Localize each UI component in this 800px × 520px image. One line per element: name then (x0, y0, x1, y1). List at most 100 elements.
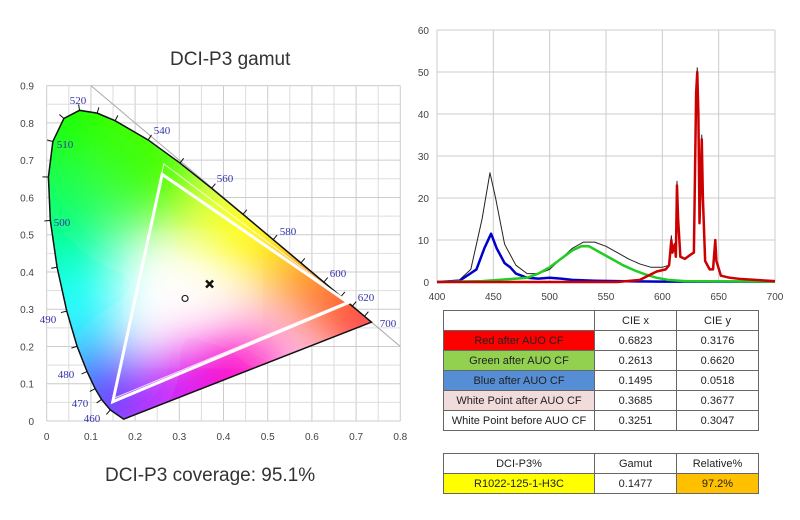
color-blob (320, 275, 410, 365)
locus-tick (82, 372, 88, 374)
wavelength-label: 620 (358, 292, 375, 304)
x-tick-label: 0.4 (217, 432, 231, 443)
locus-tick (106, 410, 110, 414)
cie-x-cell: 0.2613 (595, 351, 677, 371)
y-tick-label: 30 (418, 152, 430, 163)
y-tick-label: 0.7 (20, 156, 34, 167)
x-tick-label: 0 (44, 432, 50, 443)
header-cell: Relative% (677, 454, 759, 474)
wavelength-label: 700 (380, 318, 397, 330)
color-label-cell: Blue after AUO CF (444, 371, 595, 391)
x-tick-label: 650 (710, 292, 727, 300)
relative-cell: 97.2% (677, 474, 759, 494)
locus-tick (243, 210, 247, 215)
y-tick-label: 0.2 (20, 342, 34, 353)
cie-x-cell: 0.3251 (595, 411, 677, 431)
x-tick-label: 450 (485, 292, 502, 300)
color-label-cell: White Point after AUO CF (444, 391, 595, 411)
sample-name-cell: R1022-125-1-H3C (444, 474, 595, 494)
y-tick-label: 10 (418, 236, 430, 247)
x-tick-label: 0.8 (393, 432, 407, 443)
x-tick-label: 0.7 (349, 432, 363, 443)
x-tick-label: 600 (654, 292, 671, 300)
locus-tick (61, 311, 67, 312)
coverage-text: DCI-P3 coverage: 95.1% (105, 465, 315, 487)
color-label-cell: Red after AUO CF (444, 331, 595, 351)
header-cell: CIE y (677, 311, 759, 331)
wavelength-label: 500 (54, 217, 71, 229)
wavelength-label: 460 (84, 413, 101, 425)
cie-x-cell: 0.6823 (595, 331, 677, 351)
cie-chart-title: DCI-P3 gamut (170, 49, 290, 71)
locus-tick (301, 258, 305, 263)
y-tick-label: 0.5 (20, 231, 34, 242)
locus-tick (44, 220, 50, 221)
locus-tick (212, 184, 216, 189)
locus-tick (273, 235, 277, 240)
x-tick-label: 700 (767, 292, 784, 300)
x-tick-label: 0.2 (128, 432, 142, 443)
wavelength-label: 540 (154, 125, 171, 137)
y-tick-label: 0 (423, 278, 429, 289)
wavelength-label: 470 (72, 398, 89, 410)
wavelength-label: 580 (280, 226, 297, 238)
dci-p3-table: DCI-P3% Gamut Relative% R1022-125-1-H3C … (443, 453, 759, 494)
wavelength-label: 560 (217, 173, 234, 185)
y-tick-label: 60 (418, 26, 430, 37)
y-tick-label: 0.6 (20, 193, 34, 204)
y-tick-label: 20 (418, 194, 430, 205)
locus-tick (324, 278, 328, 283)
wavelength-label: 600 (330, 268, 347, 280)
cie-x-cell: 0.3685 (595, 391, 677, 411)
gamut-cell: 0.1477 (595, 474, 677, 494)
header-cell: CIE x (595, 311, 677, 331)
wavelength-label: 490 (40, 314, 57, 326)
y-tick-label: 0 (28, 417, 34, 428)
x-tick-label: 0.3 (172, 432, 186, 443)
white-point-marker (182, 295, 188, 301)
locus-tick (59, 115, 64, 119)
cie-y-cell: 0.3047 (677, 411, 759, 431)
wavelength-label: 480 (58, 369, 75, 381)
x-tick-label: 0.6 (305, 432, 319, 443)
table-row: R1022-125-1-H3C 0.1477 97.2% (444, 474, 759, 494)
x-tick-label: 400 (429, 292, 446, 300)
locus-tick (341, 292, 345, 297)
y-tick-label: 0.1 (20, 380, 34, 391)
color-label-cell: White Point before AUO CF (444, 411, 595, 431)
color-blobs (0, 52, 410, 454)
color-blob (130, 359, 210, 439)
header-cell (444, 311, 595, 331)
locus-tick (51, 267, 57, 268)
y-tick-label: 0.9 (20, 82, 34, 93)
locus-tick (115, 115, 118, 120)
table-header-row: CIE x CIE y (444, 311, 759, 331)
x-tick-label: 500 (541, 292, 558, 300)
color-label-cell: Green after AUO CF (444, 351, 595, 371)
cie-y-cell: 0.3176 (677, 331, 759, 351)
x-tick-label: 550 (598, 292, 615, 300)
header-cell: DCI-P3% (444, 454, 595, 474)
y-tick-label: 40 (418, 110, 430, 121)
locus-tick (97, 107, 99, 113)
cie-y-cell: 0.0518 (677, 371, 759, 391)
locus-tick (364, 312, 368, 317)
x-tick-label: 0.1 (84, 432, 98, 443)
x-tick-label: 0.5 (261, 432, 275, 443)
wavelength-label: 520 (70, 95, 87, 107)
table-header-row: DCI-P3% Gamut Relative% (444, 454, 759, 474)
cie-y-cell: 0.6620 (677, 351, 759, 371)
cie-x-cell: 0.1495 (595, 371, 677, 391)
header-cell: Gamut (595, 454, 677, 474)
white-center (158, 263, 228, 333)
wavelength-label: 510 (57, 139, 74, 151)
cie-y-cell: 0.3677 (677, 391, 759, 411)
